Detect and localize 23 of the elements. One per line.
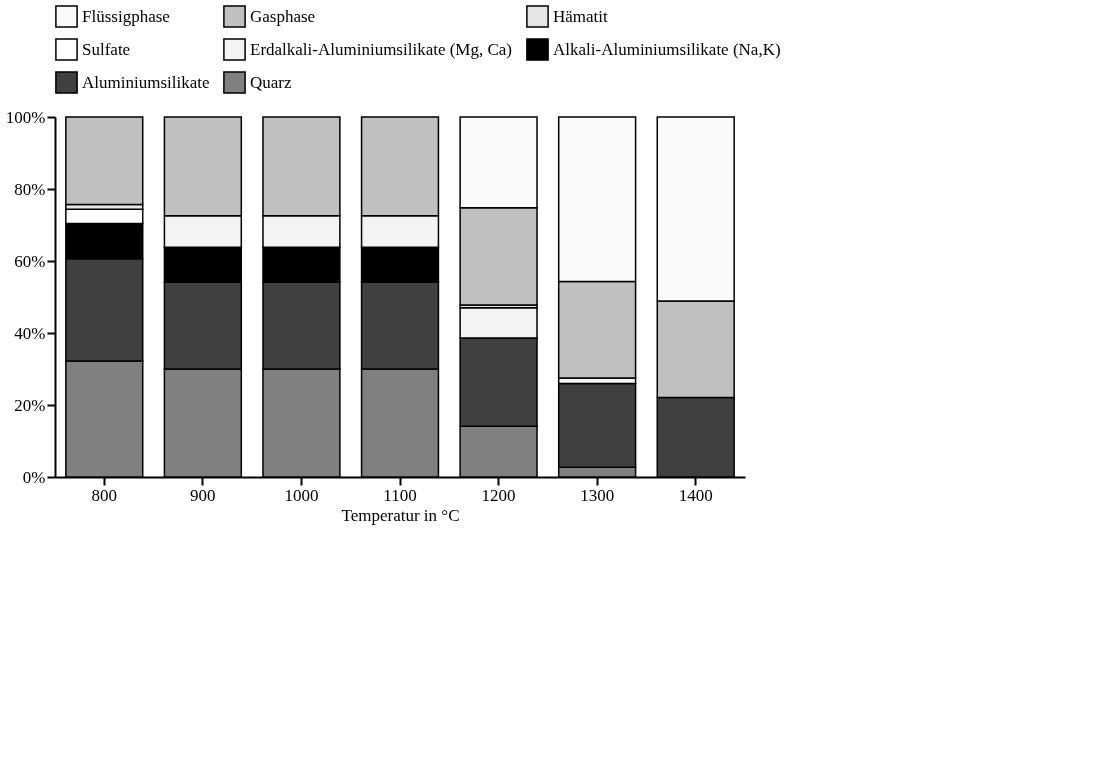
x-tick-label: 800 xyxy=(91,485,118,505)
y-tick-label: 20% xyxy=(14,395,46,415)
legend-label: Hämatit xyxy=(553,6,609,26)
legend-label: Erdalkali-Aluminiumsilikate (Mg, Ca) xyxy=(250,39,513,59)
x-tick-label: 1400 xyxy=(678,485,713,505)
y-tick-label: 100% xyxy=(5,107,46,127)
x-tick-label: 900 xyxy=(190,485,216,505)
legend-label: Gasphase xyxy=(250,6,316,26)
legend-label: Sulfate xyxy=(82,39,131,59)
x-tick-label: 1000 xyxy=(284,485,319,505)
x-tick-label: 1100 xyxy=(383,485,417,505)
y-tick-label: 60% xyxy=(14,251,46,271)
legend-label: Alkali-Aluminiumsilikate (Na,K) xyxy=(553,39,781,59)
y-tick-label: 40% xyxy=(14,323,46,343)
x-tick-label: 1300 xyxy=(580,485,615,505)
bar xyxy=(65,116,144,206)
legend-label: Quarz xyxy=(250,72,292,92)
x-tick-label: 1200 xyxy=(481,485,516,505)
legend-label: Aluminiumsilikate xyxy=(82,72,210,92)
legend-label: Flüssigphase xyxy=(82,6,170,26)
y-tick-label: 0% xyxy=(22,467,46,487)
y-tick-label: 80% xyxy=(14,179,46,199)
x-axis-title: Temperatur in °C xyxy=(341,505,460,525)
